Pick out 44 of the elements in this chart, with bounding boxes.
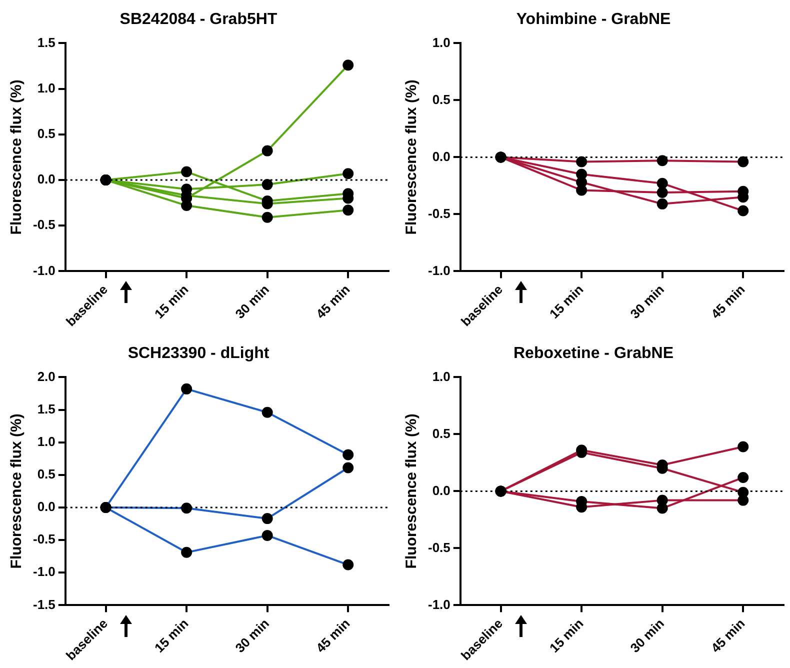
y-tick-label: -0.5 — [428, 540, 450, 555]
y-tick-label: 0.5 — [37, 466, 56, 482]
y-tick-label: 1.0 — [37, 80, 56, 96]
x-tick-label: 30 min — [232, 282, 272, 322]
chart-title: Yohimbine - GrabNE — [516, 11, 672, 28]
y-tick-label: 0.0 — [37, 172, 56, 187]
y-tick-label: -1.0 — [32, 262, 56, 278]
y-tick-label: -1.0 — [428, 596, 450, 612]
x-tick-label: 15 min — [151, 616, 192, 656]
y-tick-label: 1.5 — [37, 34, 56, 50]
y-axis-title: Fluorescence flux (%) — [8, 414, 26, 569]
y-tick-label: 0.5 — [432, 92, 450, 107]
y-tick-label: -1.5 — [32, 596, 56, 612]
y-tick-label: 0.5 — [37, 126, 56, 141]
y-tick-label: -0.5 — [32, 217, 56, 232]
x-tick-label: 45 min — [708, 282, 748, 322]
x-tick-label: 45 min — [313, 616, 353, 656]
y-tick-label: 2.0 — [37, 368, 56, 384]
y-tick-label: 1.5 — [37, 401, 56, 416]
x-tick-label: 45 min — [313, 282, 353, 322]
y-tick-label: -1.0 — [32, 564, 56, 580]
y-tick-label: 0.5 — [432, 426, 450, 441]
y-tick-label: -0.5 — [32, 532, 56, 547]
x-tick-label: 30 min — [232, 616, 272, 656]
y-axis-title: Fluorescence flux (%) — [403, 414, 420, 569]
x-tick-label: 15 min — [151, 282, 192, 322]
y-tick-label: 1.0 — [432, 34, 450, 50]
y-tick-label: 1.0 — [432, 368, 450, 384]
chart-title: SCH23390 - dLight — [128, 345, 270, 362]
y-tick-label: -1.0 — [428, 262, 450, 278]
chart-title: Reboxetine - GrabNE — [513, 345, 674, 362]
chart-title: SB242084 - Grab5HT — [120, 11, 278, 28]
y-axis-title: Fluorescence flux (%) — [403, 80, 420, 235]
x-tick-label: 30 min — [627, 616, 668, 656]
y-tick-label: -0.5 — [428, 206, 450, 221]
x-tick-label: 15 min — [546, 616, 586, 656]
y-axis-title: Fluorescence flux (%) — [8, 80, 26, 235]
x-tick-label: 45 min — [708, 616, 748, 656]
y-tick-label: 0.0 — [37, 499, 56, 514]
y-tick-label: 0.0 — [432, 482, 450, 498]
x-tick-label: 15 min — [546, 282, 586, 322]
y-tick-label: 0.0 — [432, 148, 450, 164]
x-tick-label: 30 min — [627, 282, 668, 322]
y-tick-label: 1.0 — [37, 434, 56, 449]
